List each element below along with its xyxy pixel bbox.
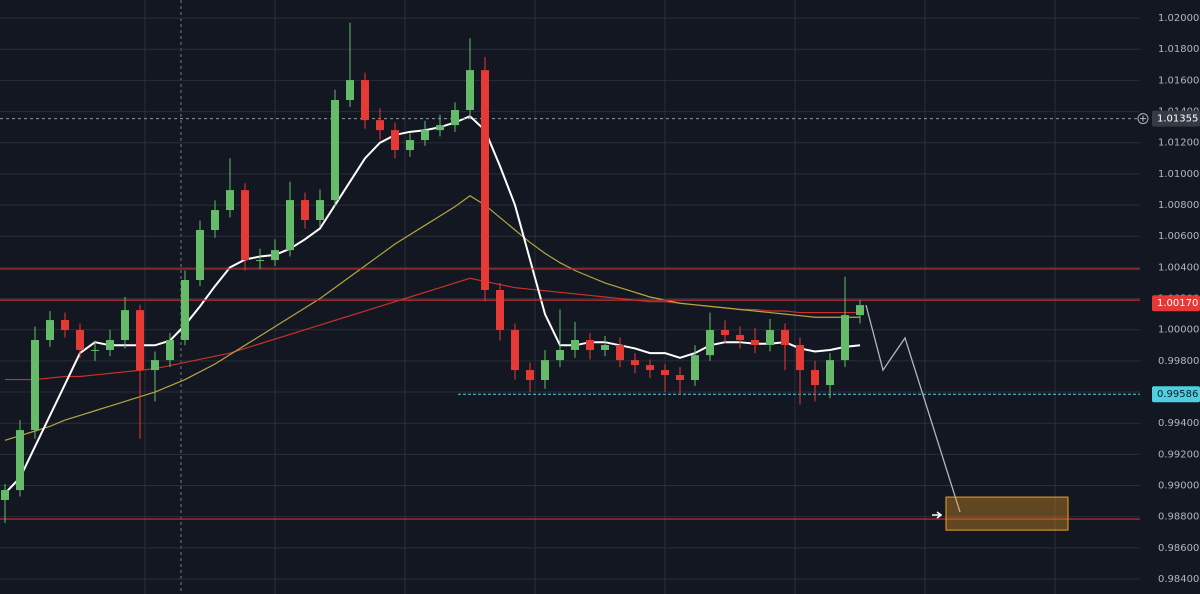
candle-body [481, 70, 489, 290]
candle-body [166, 340, 174, 361]
candle-body [586, 340, 594, 350]
candle-body [436, 125, 444, 131]
y-tick-label: 1.00400 [1158, 262, 1199, 273]
moving-average [4, 115, 861, 495]
moving-average [4, 194, 860, 441]
y-tick-label: 1.00600 [1158, 231, 1199, 242]
candle-body [241, 190, 249, 261]
y-tick-label: 0.99200 [1158, 449, 1199, 460]
y-tick-label: 1.01800 [1158, 44, 1199, 55]
candle-body [511, 330, 519, 371]
candle-body [661, 370, 669, 376]
candle-body [391, 130, 399, 151]
candle-body [796, 344, 804, 371]
y-tick-label: 0.98800 [1158, 512, 1199, 523]
crosshair-add-plus [1140, 115, 1146, 122]
y-tick-label: 0.98600 [1158, 543, 1199, 554]
candle-body [811, 370, 819, 386]
candle-body [646, 365, 654, 371]
candle-body [526, 370, 534, 381]
candle-body [736, 335, 744, 341]
candle-body [1, 490, 9, 501]
price-tag-label: 1.01355 [1157, 114, 1198, 125]
candle-body [556, 349, 564, 361]
plot-area [0, 22, 1140, 531]
candle-body [316, 200, 324, 221]
candle-body [301, 200, 309, 221]
candle-body [541, 360, 549, 381]
candle-body [466, 70, 474, 111]
candle-body [781, 330, 789, 345]
grid [0, 0, 1140, 594]
candle-body [31, 340, 39, 431]
candle-body [721, 330, 729, 336]
candle-body [691, 355, 699, 381]
candle-body [286, 200, 294, 251]
candle-body [16, 430, 24, 491]
candle-body [406, 140, 414, 151]
candle-body [181, 280, 189, 341]
candle-body [631, 360, 639, 366]
candle-body [76, 330, 84, 350]
y-tick-label: 0.99800 [1158, 356, 1199, 367]
crosshair-add-icon [1137, 113, 1149, 125]
y-tick-label: 1.01000 [1158, 169, 1199, 180]
candle-body [616, 344, 624, 361]
candle-body [421, 130, 429, 141]
candle-body [676, 375, 684, 381]
candle-body [841, 315, 849, 361]
y-tick-label: 0.99000 [1158, 481, 1199, 492]
candle-body [46, 320, 54, 341]
y-tick-label: 0.99400 [1158, 418, 1199, 429]
candle-body [121, 310, 129, 341]
candle-body [151, 360, 159, 371]
candle-body [331, 100, 339, 201]
candle-body [706, 330, 714, 356]
candle-body [256, 260, 264, 262]
price-tag [1152, 386, 1200, 403]
y-tick-label: 1.00800 [1158, 200, 1199, 211]
price-tag-label: 0.99586 [1157, 389, 1198, 400]
candle-body [766, 330, 774, 345]
candle-body [856, 305, 864, 316]
candle-body [91, 349, 99, 351]
candle-body [451, 110, 459, 126]
target-zone [945, 496, 1069, 531]
y-tick-label: 0.98400 [1158, 574, 1199, 585]
candle-body [346, 80, 354, 101]
price-tag-label: 1.00170 [1157, 298, 1198, 309]
candle-body [601, 344, 609, 350]
candle-body [211, 210, 219, 230]
candle-body [826, 360, 834, 386]
y-tick-label: 1.00000 [1158, 325, 1199, 336]
y-tick-label: 1.01600 [1158, 75, 1199, 86]
candle-body [136, 310, 144, 371]
candle-body [496, 289, 504, 331]
y-tick-label: 1.02000 [1158, 13, 1199, 24]
candle-body [361, 80, 369, 121]
candle-body [751, 340, 759, 345]
price-tag [1152, 110, 1200, 127]
candle-body [226, 190, 234, 211]
candle-body [196, 229, 204, 281]
candle-body [61, 320, 69, 331]
arrow-marker [932, 511, 943, 519]
candle-body [376, 120, 384, 131]
candle-body [106, 340, 114, 350]
price-tag [1152, 295, 1200, 312]
price-axis: 0.98400 0.98600 0.98800 0.99000 0.99200 0.994… [1137, 0, 1200, 594]
candle-body [271, 250, 279, 261]
y-tick-label: 1.01200 [1158, 138, 1199, 149]
projection-line [865, 304, 961, 513]
candle-body [571, 340, 579, 350]
